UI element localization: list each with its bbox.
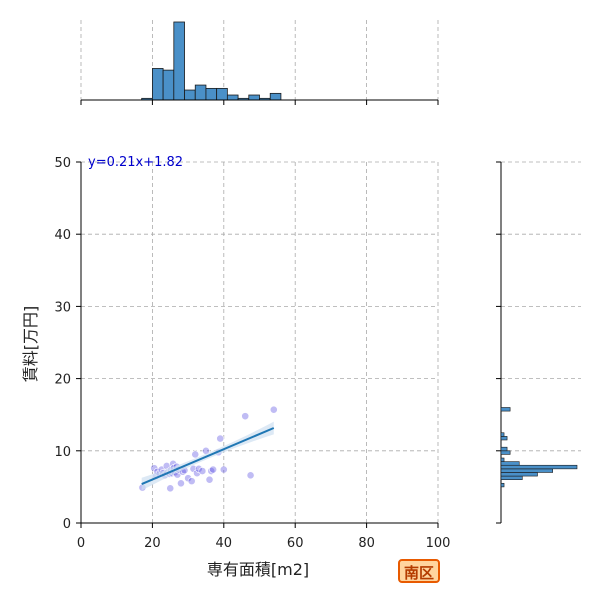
x-tick-label: 80 — [358, 536, 375, 551]
right-hist-bar — [500, 446, 508, 452]
right-hist-bar — [500, 450, 511, 455]
right-hist-bar — [500, 457, 505, 462]
right-hist-bar — [500, 461, 520, 466]
right-hist-bar — [500, 472, 538, 477]
x-axis-label: 専有面積[m2] — [207, 560, 309, 579]
top-hist-bar — [151, 68, 164, 101]
scatter-point — [216, 434, 225, 443]
scatter-point — [241, 412, 250, 421]
x-tick-label: 20 — [144, 536, 161, 551]
top-hist-bar — [216, 87, 228, 101]
right-hist-bar — [500, 482, 505, 488]
scatter-point — [246, 471, 255, 480]
scatter-point — [187, 477, 196, 486]
scatter-point — [205, 475, 214, 484]
right-hist-bar — [500, 475, 523, 480]
y-tick-label: 40 — [54, 228, 71, 243]
scatter-point — [191, 450, 200, 459]
top-hist-bar — [269, 92, 282, 101]
top-hist-bar — [226, 94, 239, 101]
regression-line — [141, 427, 275, 486]
top-hist-bar — [248, 94, 260, 101]
top-hist-bar — [184, 89, 196, 101]
top-hist-bar — [173, 21, 185, 101]
top-hist-bar — [194, 84, 207, 101]
right-hist-bar — [500, 468, 553, 473]
right-histogram — [496, 161, 581, 524]
district-badge: 南区 — [398, 559, 440, 583]
main-plot: 0 20 40 60 80 100 0 10 20 30 40 50 — [54, 156, 450, 551]
scatter-point — [219, 465, 228, 474]
y-tick-label: 0 — [63, 517, 71, 532]
top-hist-bar — [162, 69, 175, 101]
y-axis-label: 賃料[万円] — [21, 306, 40, 383]
x-tick-label: 40 — [216, 536, 233, 551]
scatter-point — [177, 479, 185, 488]
y-tick-label: 20 — [54, 373, 71, 388]
scatter-point — [198, 467, 207, 475]
y-tick-label: 50 — [54, 156, 71, 171]
right-hist-bar — [500, 436, 508, 441]
top-histogram — [80, 20, 439, 105]
y-tick-label: 30 — [54, 300, 71, 315]
scatter-point — [209, 465, 217, 474]
top-hist-bar — [205, 87, 218, 101]
right-hist-bar — [500, 432, 505, 437]
x-tick-label: 100 — [426, 536, 451, 551]
scatter-point — [166, 484, 175, 493]
y-tick-label: 10 — [54, 445, 71, 460]
right-hist-bar — [500, 407, 511, 412]
regression-equation: y=0.21x+1.82 — [88, 155, 183, 170]
scatter-point — [269, 405, 278, 414]
right-hist-bar — [500, 464, 578, 470]
x-tick-label: 60 — [287, 536, 304, 551]
x-tick-label: 0 — [77, 536, 85, 551]
